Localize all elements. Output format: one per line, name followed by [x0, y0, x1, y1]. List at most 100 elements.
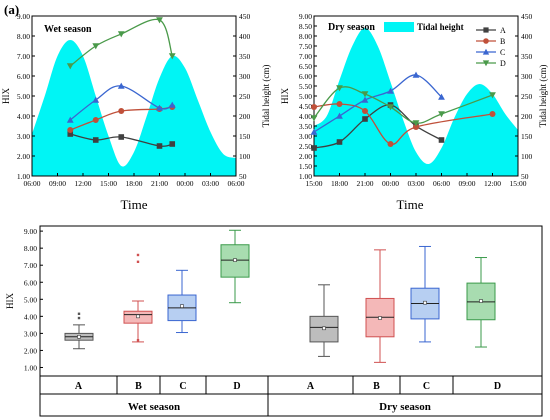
wet-y2-tick-label: 350 — [239, 52, 251, 61]
dry-y-tick-label: 4.00 — [299, 112, 312, 121]
dry-series-D-point — [336, 85, 343, 92]
box-y-tick-label: 4.00 — [24, 312, 37, 321]
wet-x-tick-label: 03:00 — [202, 179, 219, 188]
wet-y-tick-label: 7.00 — [17, 52, 30, 61]
dry-y-tick-label: 3.50 — [299, 122, 312, 131]
dry-series-C-point — [336, 112, 343, 119]
dry-y-tick-label: 8.50 — [299, 22, 312, 31]
dry-y-axis-label: HIX — [280, 88, 290, 104]
wet-series-D-point — [117, 31, 125, 38]
dry-x-tick-label: 03:00 — [407, 179, 424, 188]
wet-series-A-point — [118, 134, 125, 140]
wet-panel-title: Wet season — [44, 24, 92, 35]
box-y-tick-label: 3.00 — [24, 329, 37, 338]
dry-tidal-height-area — [314, 28, 518, 176]
box-category-label: C — [179, 381, 186, 392]
panel-label: (a) — [4, 2, 19, 17]
dry-y-tick-label: 1.50 — [299, 162, 312, 171]
wet-y2-tick-label: 450 — [239, 12, 251, 21]
dry-series-D-point — [438, 111, 445, 118]
box-dry-D-mean — [479, 299, 483, 303]
box-y-tick-label: 1.00 — [24, 363, 37, 372]
legend-C-marker — [482, 48, 490, 55]
dry-series-B-point — [387, 141, 394, 147]
legend-B-label: B — [500, 37, 505, 46]
dry-y-tick-label: 1.00 — [299, 172, 312, 181]
dry-x-axis-label: Time — [397, 197, 424, 212]
dry-series-A-point — [311, 145, 317, 151]
wet-y-tick-label: 2.00 — [17, 152, 30, 161]
wet-x-tick-label: 00:00 — [176, 179, 193, 188]
wet-y2-tick-label: 400 — [239, 32, 251, 41]
wet-series-A-point — [92, 137, 99, 143]
dry-series-D-point — [412, 120, 420, 127]
legend-tidal-swatch — [384, 22, 414, 32]
dry-y-tick-label: 7.50 — [299, 42, 312, 51]
legend-C-label: C — [500, 48, 505, 57]
box-dry-B-mean — [378, 316, 382, 320]
dry-panel-title: Dry season — [328, 22, 375, 33]
wet-series-C-point — [92, 96, 100, 103]
wet-tidal-height-area — [32, 40, 236, 176]
dry-series-C-point — [361, 96, 369, 103]
wet-x-tick-label: 09:00 — [49, 179, 66, 188]
dry-y2-tick-label: 50 — [521, 172, 529, 181]
dry-x-tick-label: 15:00 — [305, 179, 322, 188]
box-wet-D-mean — [233, 258, 237, 262]
dry-series-D-point — [387, 104, 394, 111]
wet-y-axis-label: HIX — [1, 88, 11, 104]
dry-series-D-point — [489, 92, 496, 99]
dry-y-tick-label: 6.50 — [299, 62, 312, 71]
wet-x-tick-label: 12:00 — [74, 179, 91, 188]
legend-A-label: A — [500, 26, 506, 35]
box-wet-B-mean — [136, 314, 140, 319]
legend-A-marker — [483, 27, 489, 33]
dry-x-tick-label: 12:00 — [484, 179, 501, 188]
dry-y2-tick-label: 200 — [521, 112, 533, 121]
legend-D-label: D — [500, 59, 506, 68]
dry-y-tick-label: 4.50 — [299, 102, 312, 111]
box-wet-B-outlier — [136, 253, 140, 257]
dry-y-tick-label: 2.00 — [299, 152, 312, 161]
legend-B-marker — [483, 38, 489, 44]
wet-x-tick-label: 21:00 — [151, 179, 168, 188]
dry-series-C-point — [387, 87, 394, 94]
dry-x-tick-label: 00:00 — [382, 179, 399, 188]
wet-x-tick-label: 15:00 — [100, 179, 117, 188]
wet-y-tick-label: 6.00 — [17, 72, 30, 81]
box-wet-C-mean — [180, 304, 184, 308]
wet-series-D-point — [156, 17, 163, 24]
box-category-label: A — [307, 381, 315, 392]
wet-y-tick-label: 9.00 — [17, 12, 30, 21]
wet-series-C-point — [66, 116, 74, 123]
wet-y2-tick-label: 300 — [239, 72, 251, 81]
box-dry-C-mean — [423, 300, 427, 305]
box-y-tick-label: 2.00 — [24, 346, 37, 355]
dry-series-D-point — [361, 91, 369, 98]
box-category-label: B — [373, 381, 380, 392]
box-wet-A-outlier — [77, 316, 81, 320]
wet-series-A-point — [169, 141, 176, 147]
wet-x-tick-label: 06:00 — [227, 179, 244, 188]
box-y-tick-label: 7.00 — [24, 261, 37, 270]
wet-series-C-point — [117, 82, 125, 89]
dry-series-A-point — [362, 116, 368, 122]
dry-legend: Tidal height — [384, 22, 464, 32]
wet-y2-tick-label: 250 — [239, 92, 251, 101]
wet-series-C-point — [156, 104, 163, 111]
box-y-tick-label: 8.00 — [24, 244, 37, 253]
box-y-axis-label: HIX — [5, 293, 15, 309]
wet-series-D-point — [66, 63, 74, 70]
dry-y2-tick-label: 400 — [521, 32, 533, 41]
dry-series-D-point — [310, 115, 318, 122]
dry-y2-tick-label: 300 — [521, 72, 533, 81]
wet-y2-axis-label: Tidal height (cm) — [261, 65, 271, 128]
dry-y-tick-label: 5.50 — [299, 82, 312, 91]
wet-series-D-point — [168, 53, 176, 60]
wet-series-B-point — [118, 108, 125, 114]
wet-series-B-point — [67, 127, 74, 133]
box-wet-A-outlier — [77, 312, 81, 315]
box-wet-B-outlier — [136, 260, 140, 263]
wet-series-D-point — [92, 43, 100, 50]
